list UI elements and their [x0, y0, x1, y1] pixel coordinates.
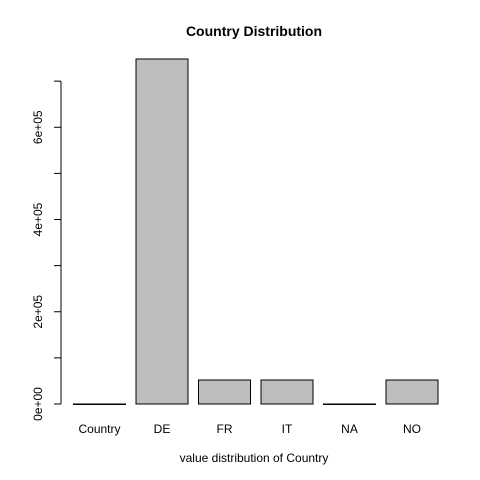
bars-group [73, 58, 439, 405]
x-axis-label: value distribution of Country [180, 451, 329, 465]
x-tick-label-de: DE [154, 422, 171, 436]
y-tick-label: 2e+05 [31, 295, 45, 329]
bar-de [135, 58, 189, 405]
y-tick-label: 4e+05 [31, 202, 45, 236]
chart-title: Country Distribution [186, 23, 322, 39]
y-tick-label: 0e+00 [31, 387, 45, 421]
bar-it [260, 379, 314, 405]
y-axis: 0e+00 2e+05 4e+05 6e+05 [31, 80, 62, 421]
x-tick-label-fr: FR [217, 422, 233, 436]
bar-country [73, 403, 126, 405]
bar-fr [198, 379, 251, 405]
x-tick-label-no: NO [403, 422, 421, 436]
x-tick-label-na: NA [341, 422, 358, 436]
y-tick-label: 6e+05 [31, 110, 45, 144]
x-tick-label-country: Country [78, 422, 120, 436]
bar-no [385, 379, 439, 405]
x-tick-labels: Country DE FR IT NA NO [78, 422, 421, 436]
x-tick-label-it: IT [282, 422, 293, 436]
bar-na [323, 403, 376, 405]
